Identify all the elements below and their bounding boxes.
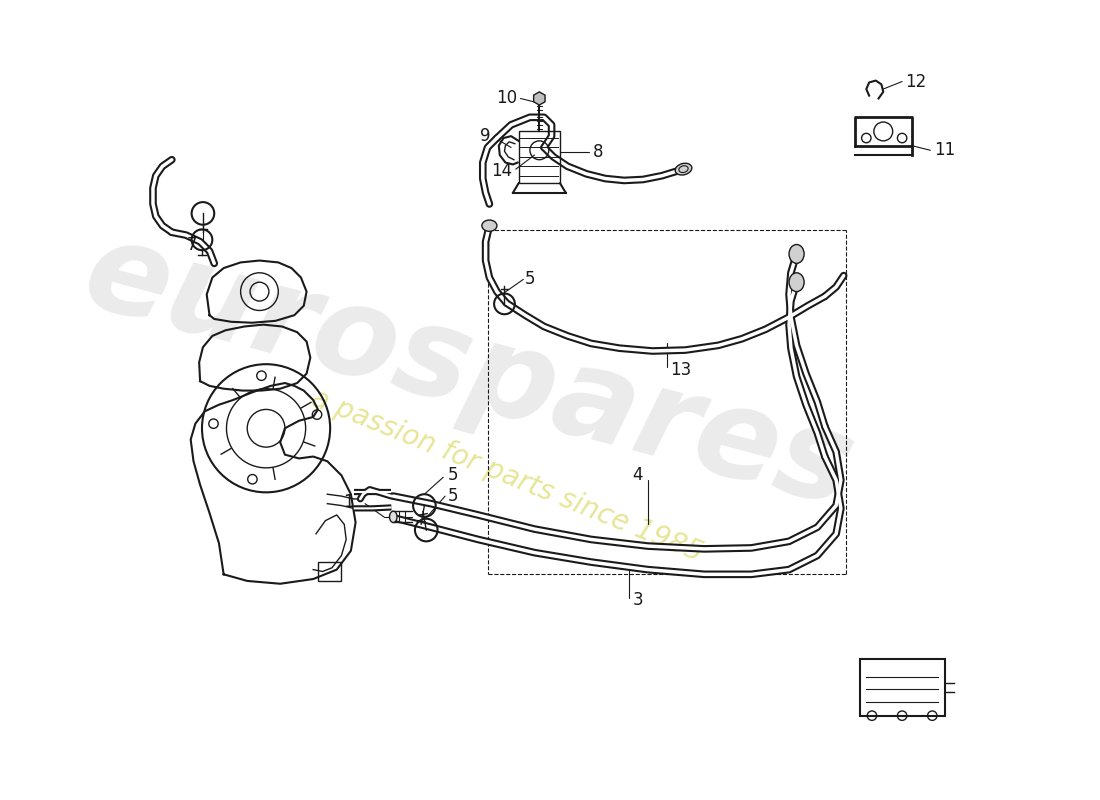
Text: 13: 13 xyxy=(670,361,692,379)
Text: 10: 10 xyxy=(496,90,518,107)
Text: 8: 8 xyxy=(593,143,604,161)
Text: a passion for parts since 1985: a passion for parts since 1985 xyxy=(307,384,706,567)
Text: 14: 14 xyxy=(491,162,512,180)
Bar xyxy=(318,562,341,581)
Ellipse shape xyxy=(675,163,692,175)
Text: 9: 9 xyxy=(480,127,491,145)
Text: 5: 5 xyxy=(448,466,459,484)
Bar xyxy=(518,131,560,183)
Ellipse shape xyxy=(389,511,397,522)
Text: 12: 12 xyxy=(905,73,926,90)
Text: 7: 7 xyxy=(187,235,197,254)
Ellipse shape xyxy=(789,273,804,292)
Ellipse shape xyxy=(789,245,804,263)
Ellipse shape xyxy=(482,220,497,231)
Text: 5: 5 xyxy=(525,270,536,288)
Text: eurospares: eurospares xyxy=(72,211,866,533)
Bar xyxy=(860,659,945,716)
Text: 11: 11 xyxy=(934,142,956,159)
Polygon shape xyxy=(534,92,544,105)
Text: 1: 1 xyxy=(343,493,354,510)
Text: 3: 3 xyxy=(632,590,644,609)
Text: 4: 4 xyxy=(632,466,644,484)
Text: 5: 5 xyxy=(448,487,459,505)
